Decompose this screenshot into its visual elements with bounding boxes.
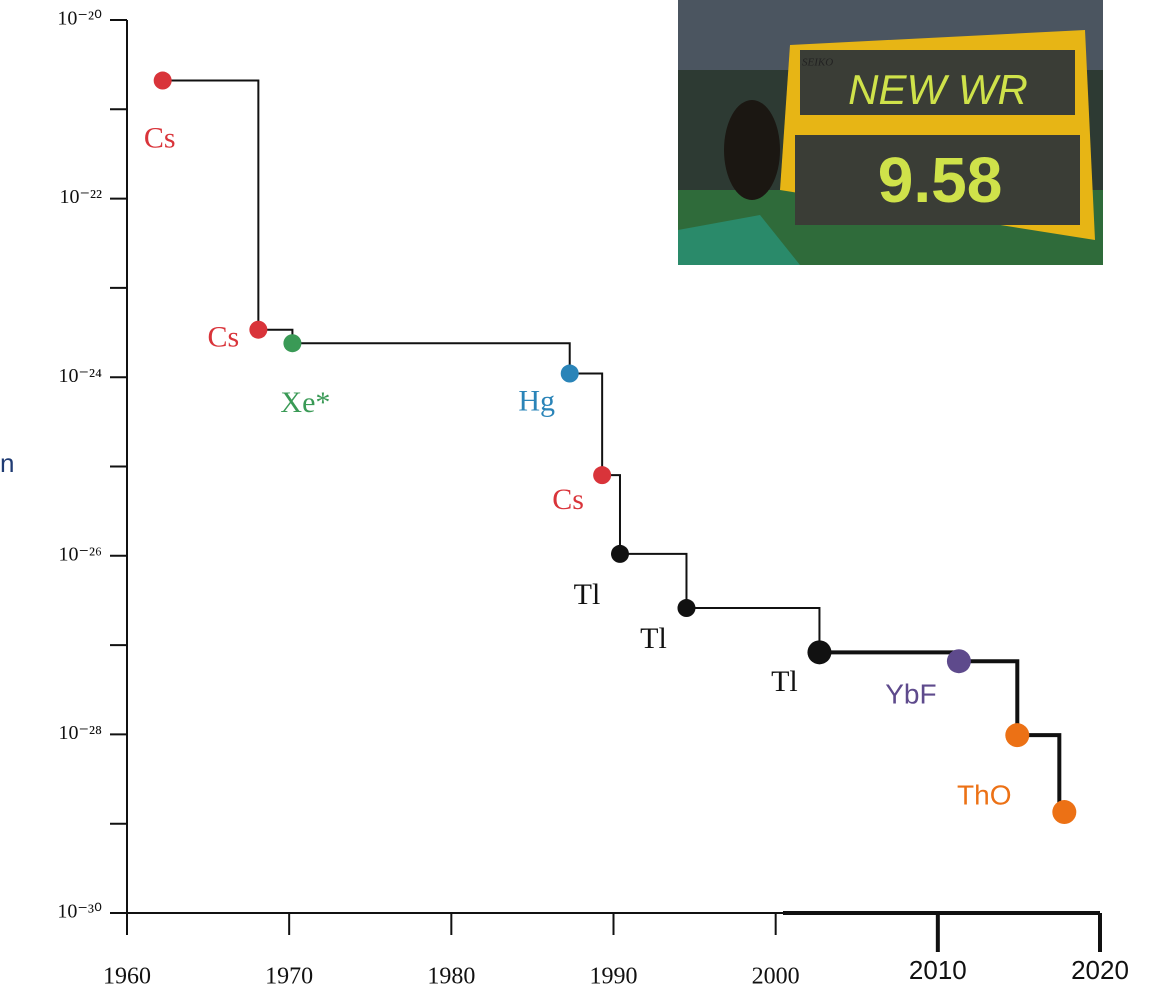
point-label: ThO	[957, 780, 1011, 811]
step-line	[819, 652, 958, 661]
annotation: n	[0, 448, 14, 478]
data-point	[677, 599, 695, 617]
photo-brand: SEIKO	[802, 57, 833, 69]
x-tick-label: 2020	[1071, 955, 1129, 985]
x-tick-label: 2010	[909, 955, 967, 985]
data-point	[154, 72, 172, 90]
step-line	[686, 608, 819, 652]
point-label: Tl	[574, 578, 601, 611]
data-point	[1052, 800, 1076, 824]
x-tick-label: 1970	[265, 964, 313, 990]
y-tick-label: 10⁻²²	[59, 186, 102, 208]
step-line	[1017, 735, 1059, 812]
x-tick-label: 2000	[752, 964, 800, 990]
step-line	[959, 661, 1017, 735]
y-tick-label: 10⁻²⁶	[58, 543, 102, 565]
data-point	[611, 545, 629, 563]
x-tick-label: 1960	[103, 964, 151, 990]
data-point	[561, 365, 579, 383]
step-line	[620, 554, 686, 608]
data-point	[283, 334, 301, 352]
step-line	[292, 343, 569, 373]
y-tick-label: 10⁻²⁸	[58, 722, 102, 744]
photo-athlete	[724, 100, 780, 200]
point-label: Cs	[208, 321, 240, 354]
step-line	[163, 81, 259, 330]
point-label: Tl	[771, 665, 798, 698]
chart: n SEIKO NEW WR 9.58 10⁻³⁰ 10⁻²⁸ 10⁻²⁶ 10⁻²⁴…	[0, 0, 1169, 1000]
x-tick-label: 1990	[590, 964, 638, 990]
inset-photo: SEIKO NEW WR 9.58	[678, 0, 1103, 265]
page: n SEIKO NEW WR 9.58 10⁻³⁰ 10⁻²⁸ 10⁻²⁶ 10⁻²⁴…	[0, 0, 1169, 1000]
data-point	[593, 466, 611, 484]
y-tick-label: 10⁻²⁴	[58, 365, 102, 387]
step-line	[570, 374, 602, 476]
photo-text-top: NEW WR	[848, 66, 1028, 113]
point-label: Cs	[552, 483, 584, 516]
point-label: Cs	[144, 121, 176, 154]
step-line	[602, 475, 620, 554]
point-label: YbF	[885, 679, 936, 710]
y-tick-label: 10⁻²⁰	[57, 8, 102, 30]
photo-text-bottom: 9.58	[878, 144, 1003, 216]
data-point	[249, 321, 267, 339]
data-point	[947, 649, 971, 673]
data-point	[807, 640, 831, 664]
x-tick-label: 1980	[427, 964, 475, 990]
point-label: Tl	[640, 622, 667, 655]
point-label: Hg	[518, 384, 555, 417]
point-label: Xe*	[280, 386, 330, 419]
data-point	[1005, 723, 1029, 747]
y-tick-label: 10⁻³⁰	[57, 901, 102, 923]
